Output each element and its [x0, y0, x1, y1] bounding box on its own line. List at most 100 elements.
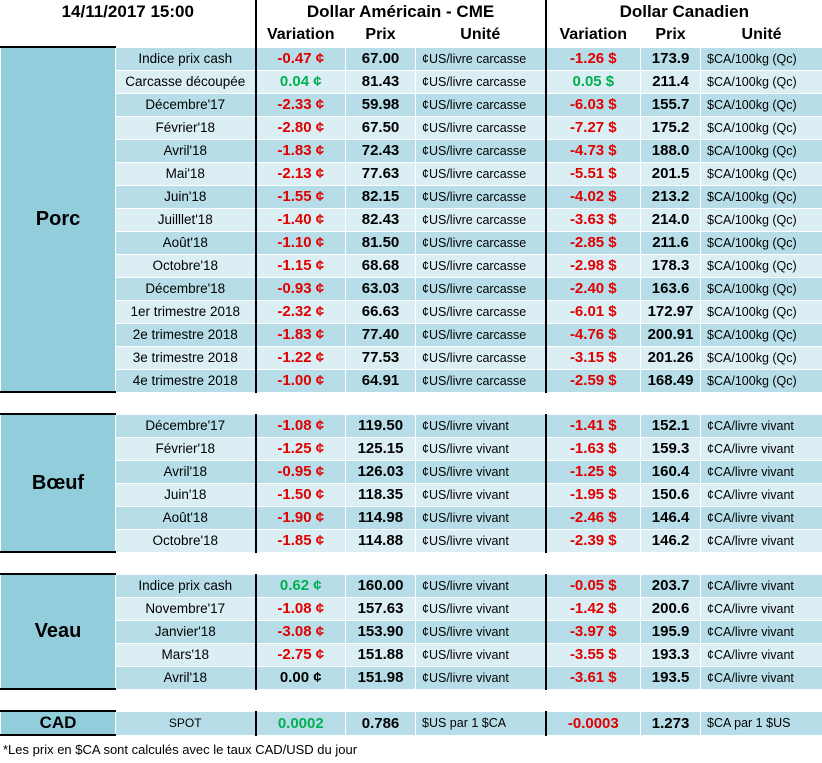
contract: Décembre'17 [116, 414, 256, 437]
unit-usd: $US par 1 $CA [416, 711, 546, 735]
variation-usd: -2.33 ¢ [256, 93, 346, 116]
row: Juin'18-1.50 ¢118.35¢US/livre vivant-1.9… [1, 483, 822, 506]
price-usd: 77.40 [346, 323, 416, 346]
variation-usd: -1.40 ¢ [256, 208, 346, 231]
spacer-row [1, 552, 822, 574]
spacer-row [1, 392, 822, 414]
contract: Août'18 [116, 506, 256, 529]
price-cad: 173.9 [641, 47, 701, 70]
unit-cad: $CA/100kg (Qc) [701, 70, 822, 93]
contract: Février'18 [116, 116, 256, 139]
variation-cad: -2.59 $ [546, 369, 641, 392]
price-cad: 163.6 [641, 277, 701, 300]
row: Février'18-2.80 ¢67.50¢US/livre carcasse… [1, 116, 822, 139]
unit-usd: ¢US/livre carcasse [416, 254, 546, 277]
variation-usd: -0.47 ¢ [256, 47, 346, 70]
contract: Mars'18 [116, 643, 256, 666]
cad-title: Dollar Canadien [546, 1, 822, 24]
unit-cad: $CA/100kg (Qc) [701, 139, 822, 162]
unit-cad: $CA/100kg (Qc) [701, 93, 822, 116]
variation-usd: 0.04 ¢ [256, 70, 346, 93]
price-usd: 72.43 [346, 139, 416, 162]
blank [1, 24, 256, 48]
column-header: Prix [346, 24, 416, 48]
price-cad: 159.3 [641, 437, 701, 460]
contract: Octobre'18 [116, 529, 256, 552]
variation-cad: -3.61 $ [546, 666, 641, 689]
variation-usd: -1.10 ¢ [256, 231, 346, 254]
variation-cad: -3.63 $ [546, 208, 641, 231]
row: 3e trimestre 2018-1.22 ¢77.53¢US/livre c… [1, 346, 822, 369]
price-cad: 193.3 [641, 643, 701, 666]
unit-usd: ¢US/livre carcasse [416, 346, 546, 369]
unit-cad: $CA/100kg (Qc) [701, 300, 822, 323]
price-cad: 200.6 [641, 597, 701, 620]
unit-usd: ¢US/livre vivant [416, 574, 546, 597]
contract: Avril'18 [116, 666, 256, 689]
price-usd: 114.98 [346, 506, 416, 529]
unit-cad: ¢CA/livre vivant [701, 620, 822, 643]
unit-cad: ¢CA/livre vivant [701, 574, 822, 597]
usd-title: Dollar Américain - CME [256, 1, 546, 24]
price-cad: 150.6 [641, 483, 701, 506]
row: Mai'18-2.13 ¢77.63¢US/livre carcasse-5.5… [1, 162, 822, 185]
variation-usd: -1.08 ¢ [256, 414, 346, 437]
price-cad: 152.1 [641, 414, 701, 437]
contract: Juin'18 [116, 483, 256, 506]
variation-cad: -2.85 $ [546, 231, 641, 254]
unit-cad: ¢CA/livre vivant [701, 529, 822, 552]
variation-cad: -4.76 $ [546, 323, 641, 346]
variation-cad: -1.25 $ [546, 460, 641, 483]
spacer [1, 552, 822, 574]
row: Octobre'18-1.85 ¢114.88¢US/livre vivant-… [1, 529, 822, 552]
price-cad: 146.2 [641, 529, 701, 552]
price-cad: 201.5 [641, 162, 701, 185]
price-usd: 67.50 [346, 116, 416, 139]
variation-usd: 0.0002 [256, 711, 346, 735]
price-cad: 214.0 [641, 208, 701, 231]
contract: Mai'18 [116, 162, 256, 185]
variation-usd: 0.00 ¢ [256, 666, 346, 689]
price-cad: 211.6 [641, 231, 701, 254]
unit-usd: ¢US/livre carcasse [416, 93, 546, 116]
variation-usd: -3.08 ¢ [256, 620, 346, 643]
row: 2e trimestre 2018-1.83 ¢77.40¢US/livre c… [1, 323, 822, 346]
row: Août'18-1.90 ¢114.98¢US/livre vivant-2.4… [1, 506, 822, 529]
unit-cad: $CA/100kg (Qc) [701, 116, 822, 139]
contract: SPOT [116, 711, 256, 735]
variation-cad: -1.42 $ [546, 597, 641, 620]
variation-cad: -2.40 $ [546, 277, 641, 300]
unit-usd: ¢US/livre carcasse [416, 231, 546, 254]
group-label: Porc [1, 47, 116, 392]
variation-cad: -1.26 $ [546, 47, 641, 70]
variation-usd: -1.83 ¢ [256, 323, 346, 346]
column-header: Variation [256, 24, 346, 48]
row: Février'18-1.25 ¢125.15¢US/livre vivant-… [1, 437, 822, 460]
variation-usd: -1.00 ¢ [256, 369, 346, 392]
spacer [1, 392, 822, 414]
row: Décembre'17-2.33 ¢59.98¢US/livre carcass… [1, 93, 822, 116]
price-cad: 203.7 [641, 574, 701, 597]
variation-cad: -1.41 $ [546, 414, 641, 437]
row: Août'18-1.10 ¢81.50¢US/livre carcasse-2.… [1, 231, 822, 254]
unit-usd: ¢US/livre carcasse [416, 208, 546, 231]
variation-cad: -2.46 $ [546, 506, 641, 529]
row: Juilllet'18-1.40 ¢82.43¢US/livre carcass… [1, 208, 822, 231]
contract: Novembre'17 [116, 597, 256, 620]
price-cad: 175.2 [641, 116, 701, 139]
variation-usd: -1.85 ¢ [256, 529, 346, 552]
price-cad: 155.7 [641, 93, 701, 116]
unit-usd: ¢US/livre vivant [416, 460, 546, 483]
price-cad: 168.49 [641, 369, 701, 392]
price-usd: 151.88 [346, 643, 416, 666]
variation-cad: -1.95 $ [546, 483, 641, 506]
contract: Janvier'18 [116, 620, 256, 643]
price-cad: 193.5 [641, 666, 701, 689]
timestamp: 14/11/2017 15:00 [1, 1, 256, 24]
contract: Décembre'18 [116, 277, 256, 300]
unit-usd: ¢US/livre vivant [416, 597, 546, 620]
price-usd: 157.63 [346, 597, 416, 620]
contract: Juin'18 [116, 185, 256, 208]
